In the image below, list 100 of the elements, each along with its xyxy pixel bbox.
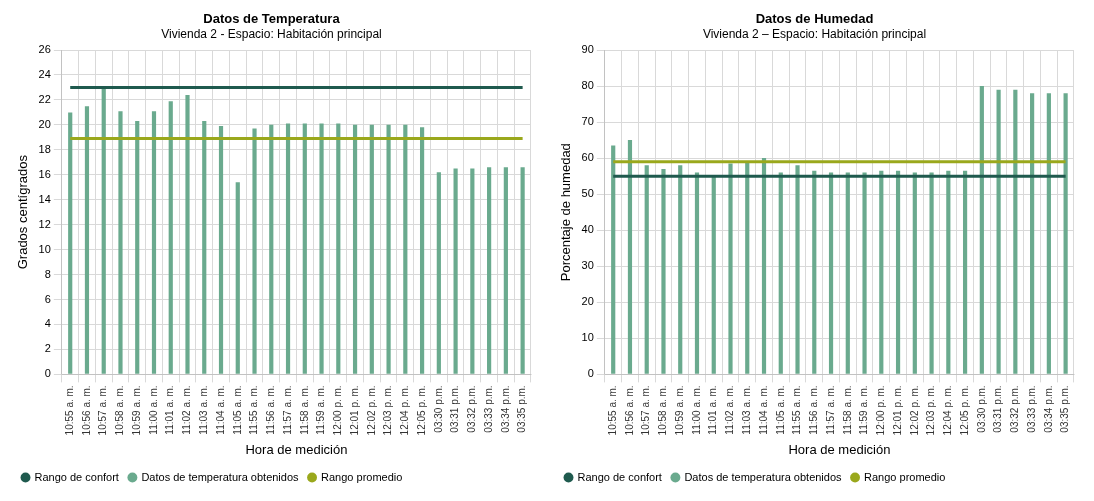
y-tick-label: 90	[581, 43, 594, 56]
x-tick-label: 11:01 a. m.	[707, 385, 719, 435]
x-tick-label: 12:03 p. m.	[382, 385, 394, 436]
x-tick-label: 10:57 a. m.	[97, 385, 109, 436]
x-tick-label: 03:34 p.m.	[1042, 385, 1054, 433]
bar	[302, 123, 307, 374]
x-tick-label: 10:57 a. m.	[640, 385, 652, 436]
bar	[795, 165, 800, 374]
bar	[946, 170, 951, 374]
x-tick-label: 11:02 a. m.	[181, 385, 193, 435]
bar	[419, 127, 425, 374]
y-axis-title: Grados centígrados	[15, 154, 31, 270]
x-tick-label: 11:55 a. m.	[248, 385, 260, 435]
y-tick-label: 14	[38, 192, 51, 205]
legend-label: Rango de confort	[577, 470, 662, 483]
bar	[135, 121, 140, 374]
x-tick-label: 12:00 p. m.	[332, 385, 344, 436]
y-tick-label: 10	[581, 331, 594, 344]
x-tick-label: 11:05 a. m.	[774, 385, 786, 435]
y-tick-label: 30	[581, 259, 594, 272]
x-tick-label: 11:03 a. m.	[198, 385, 210, 435]
x-tick-label: 03:33 p.m.	[1025, 385, 1037, 433]
x-tick-label: 11:05 a. m.	[231, 385, 243, 435]
bar	[694, 172, 700, 374]
bar	[269, 124, 274, 374]
y-tick-label: 60	[581, 151, 594, 164]
y-tick-label: 22	[38, 92, 51, 105]
x-tick-label: 10:56 a. m.	[80, 385, 92, 436]
y-tick-label: 6	[44, 292, 51, 305]
x-tick-label: 12:02 p. m.	[365, 385, 377, 436]
x-tick-label: 03:30 p.m.	[432, 385, 444, 433]
y-tick-label: 4	[44, 317, 51, 330]
x-tick-label: 10:55 a. m.	[606, 385, 618, 436]
bar	[611, 145, 616, 374]
y-tick-label: 50	[581, 187, 594, 200]
x-tick-label: 12:05 p. m.	[958, 385, 970, 436]
x-tick-label: 12:01 p. m.	[348, 385, 360, 436]
bar	[761, 158, 767, 374]
legend-label: Rango promedio	[864, 470, 946, 483]
bar	[352, 124, 358, 374]
bar	[778, 172, 783, 374]
bar	[745, 161, 750, 374]
bar	[979, 86, 984, 374]
x-tick-label: 11:04 a. m.	[757, 385, 769, 435]
legend-label: Rango de confort	[34, 470, 119, 483]
x-tick-label: 11:59 a. m.	[315, 385, 327, 435]
bar	[336, 123, 341, 374]
bar	[436, 172, 441, 374]
bar	[285, 123, 291, 374]
bar	[470, 168, 475, 374]
bar	[661, 168, 666, 374]
bar	[644, 165, 649, 374]
bar	[828, 172, 834, 374]
y-tick-label: 8	[44, 267, 51, 280]
x-tick-label: 11:56 a. m.	[808, 385, 820, 435]
x-tick-label: 10:59 a. m.	[673, 385, 685, 436]
x-tick-label: 11:56 a. m.	[265, 385, 277, 435]
bar	[1046, 93, 1051, 374]
x-tick-label: 12:04 p. m.	[399, 385, 411, 436]
y-tick-label: 70	[581, 115, 594, 128]
y-tick-label: 20	[38, 117, 51, 130]
x-tick-label: 10:59 a. m.	[130, 385, 142, 436]
y-tick-label: 80	[581, 79, 594, 92]
y-tick-label: 18	[38, 142, 51, 155]
bar	[728, 163, 733, 374]
legend-label: Rango promedio	[321, 470, 403, 483]
x-axis-title: Hora de medición	[245, 441, 348, 457]
y-tick-label: 40	[581, 223, 594, 236]
bar	[403, 124, 408, 374]
x-tick-label: 11:57 a. m.	[281, 385, 293, 435]
bar	[912, 172, 917, 374]
bar	[202, 121, 207, 374]
bar	[1013, 89, 1018, 374]
bar	[185, 94, 190, 374]
x-tick-label: 12:02 p. m.	[908, 385, 920, 436]
x-tick-label: 03:30 p.m.	[975, 385, 987, 433]
legend-label: Datos de temperatura obtenidos	[684, 470, 843, 483]
chart-title: Datos de Temperatura	[203, 11, 341, 27]
x-tick-label: 12:05 p. m.	[415, 385, 427, 436]
y-axis-title: Porcentaje de humedad	[558, 143, 574, 282]
y-tick-label: 24	[38, 67, 51, 80]
bar	[812, 170, 817, 374]
x-tick-label: 11:57 a. m.	[824, 385, 836, 435]
bar	[1063, 93, 1068, 374]
x-tick-label: 11:55 a. m.	[791, 385, 803, 435]
x-tick-label: 03:35 p.m.	[516, 385, 528, 433]
bar	[845, 172, 850, 374]
x-tick-label: 11:58 a. m.	[298, 385, 310, 435]
x-tick-label: 12:01 p. m.	[891, 385, 903, 436]
x-tick-label: 11:00 a. m.	[690, 385, 702, 435]
x-tick-label: 12:03 p. m.	[925, 385, 937, 436]
bar	[962, 170, 968, 374]
x-tick-label: 10:58 a. m.	[114, 385, 126, 436]
bar	[678, 165, 683, 374]
bar	[168, 101, 173, 374]
bar	[996, 89, 1001, 374]
bar	[319, 123, 324, 374]
y-tick-label: 16	[38, 167, 51, 180]
y-tick-label: 26	[38, 43, 51, 56]
y-tick-label: 0	[587, 367, 594, 380]
